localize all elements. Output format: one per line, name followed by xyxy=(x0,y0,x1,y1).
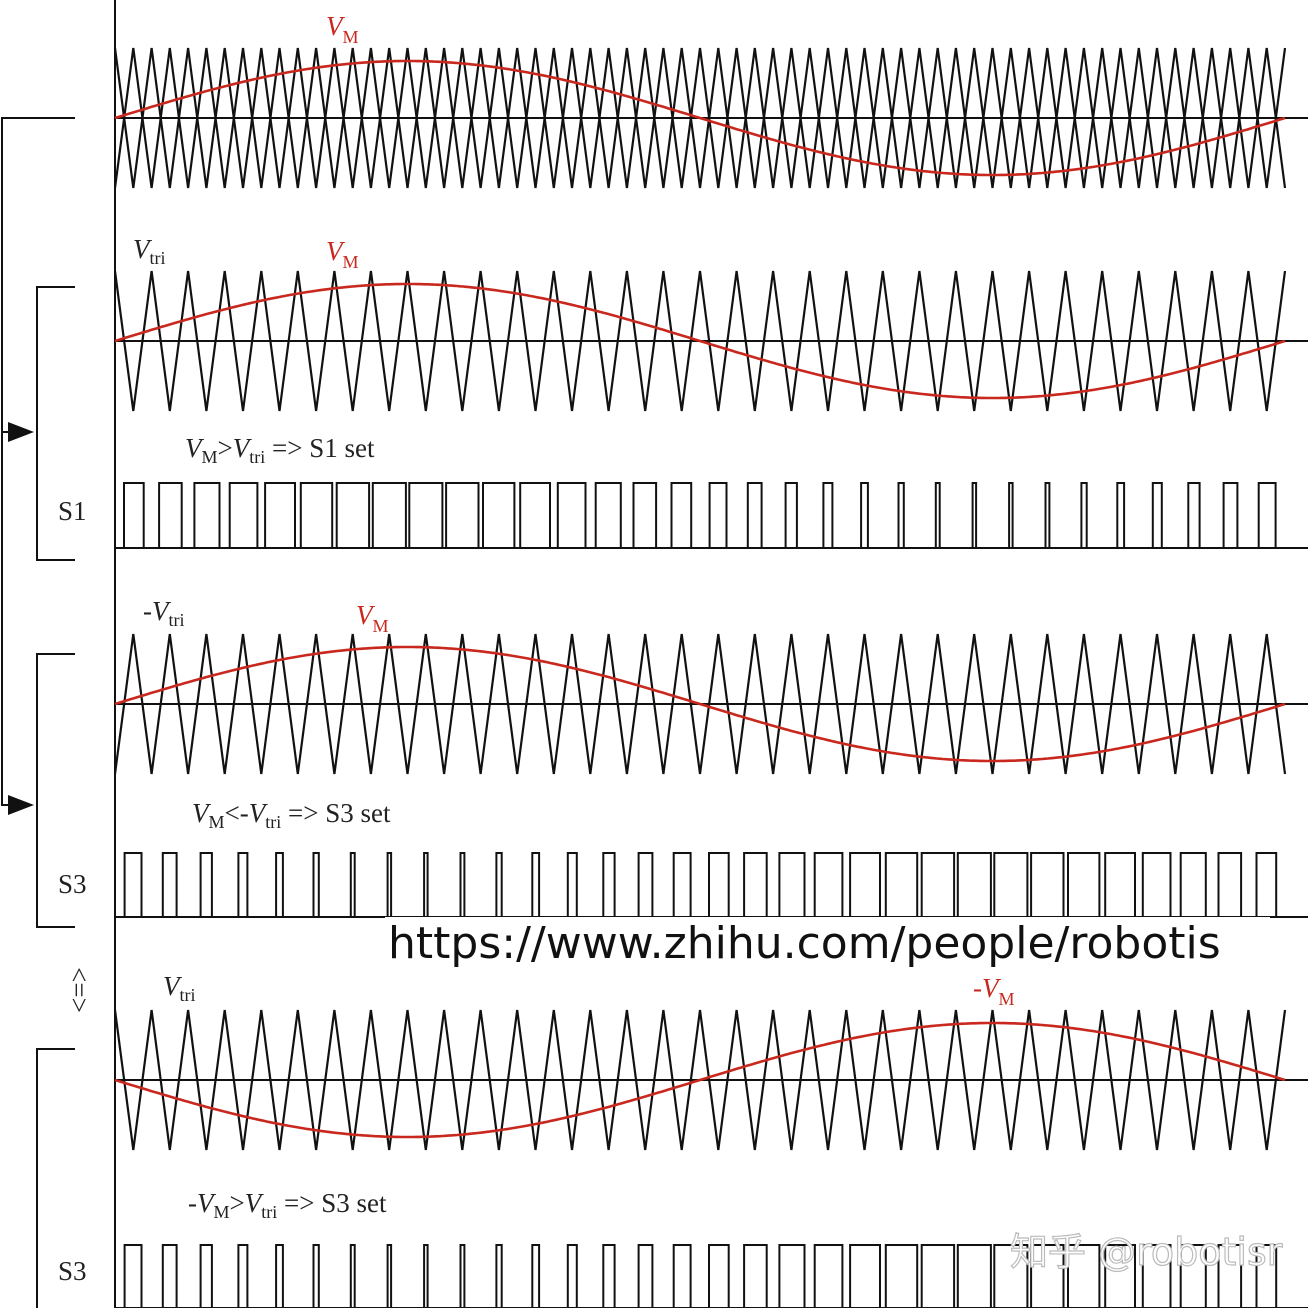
watermark: 知乎 @robotisr xyxy=(1010,1230,1283,1274)
vtri-label-4: Vtri xyxy=(163,971,196,1005)
panel-4-neg-vm xyxy=(113,1009,1308,1308)
rule-s3-lower: -VM>Vtri => S3 set xyxy=(188,1188,387,1222)
carrier-triangle-inverted xyxy=(113,633,1287,775)
reference-sine xyxy=(114,1021,1286,1139)
switch-label-s3: S3 xyxy=(58,869,87,899)
source-url[interactable]: https://www.zhihu.com/people/robotis xyxy=(388,918,1221,969)
switch-pulse-train xyxy=(115,1244,1285,1308)
panel-3-neg-vtri xyxy=(113,633,1308,918)
outer-bracket xyxy=(1,117,75,806)
vm-label-2: VM xyxy=(326,236,359,272)
arrow-to-s1-icon xyxy=(8,422,34,442)
carrier-triangle xyxy=(113,47,1287,189)
panel-1-both-carriers xyxy=(113,47,1308,189)
switch-pulse-train xyxy=(115,482,1285,549)
bracket-connectors xyxy=(1,117,75,1308)
carrier-triangle-inverted xyxy=(113,47,1287,189)
switch-label-s1: S1 xyxy=(58,496,87,526)
switch-pulse-train xyxy=(115,852,1285,918)
switch-label-s3-lower: S3 xyxy=(58,1256,87,1286)
vm-label-4: -VM xyxy=(973,973,1015,1009)
arrow-to-s3-icon xyxy=(8,795,34,815)
equivalence-symbol: <=> xyxy=(64,967,94,1013)
vtri-label-2: Vtri xyxy=(133,234,166,268)
rule-s3: VM<-Vtri => S3 set xyxy=(192,798,391,832)
carrier-triangle xyxy=(113,1009,1287,1151)
bracket-s3-lower xyxy=(36,1048,75,1308)
vm-label-3: VM xyxy=(356,600,389,636)
bracket-s1 xyxy=(36,286,75,561)
reference-sine xyxy=(114,282,1286,400)
url-backdrop xyxy=(385,917,1270,972)
carrier-triangle xyxy=(113,270,1287,412)
reference-sine xyxy=(114,645,1286,763)
vm-label-1: VM xyxy=(326,11,359,47)
panel-2-vtri xyxy=(113,270,1308,549)
rule-s1: VM>Vtri => S1 set xyxy=(185,433,375,467)
bracket-s3 xyxy=(36,653,75,928)
vtri-label-3: -Vtri xyxy=(143,596,185,630)
reference-sine xyxy=(114,59,1286,177)
